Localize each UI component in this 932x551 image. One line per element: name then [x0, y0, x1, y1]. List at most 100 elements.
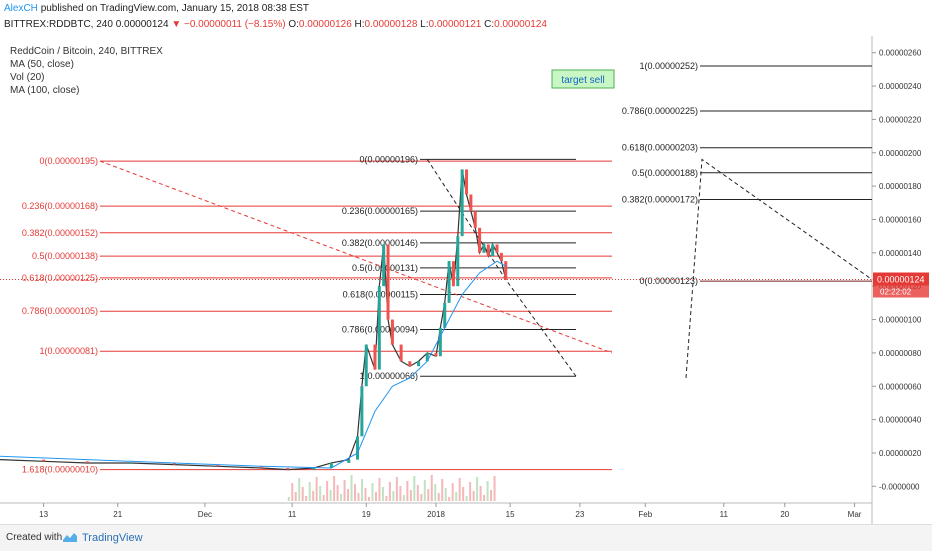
candle: [172, 462, 176, 465]
volume-bar: [430, 475, 433, 501]
red-trend-line: [99, 160, 613, 354]
volume-bar: [287, 497, 290, 501]
candle: [451, 261, 455, 287]
y-tick-label: 0.00000060: [879, 382, 922, 391]
high-value: 0.00000128: [364, 19, 418, 30]
candle: [465, 169, 469, 195]
candle: [312, 467, 316, 470]
candle: [399, 344, 403, 362]
volume-bar: [305, 496, 308, 501]
y-tick-label: 0.00000220: [879, 115, 922, 124]
x-tick-label: 2018: [427, 510, 445, 519]
fib-red-label: 0.382(0.00000152): [22, 228, 98, 238]
price-chart[interactable]: ReddCoin / Bitcoin, 240, BITTREX MA (50,…: [0, 36, 932, 524]
volume-bar: [378, 478, 381, 501]
fib-black-label: 0.236(0.00000165): [342, 206, 418, 216]
candle: [42, 459, 46, 462]
fib-black-label: 0(0.00000196): [359, 154, 418, 164]
fib-projection-label: 0.382(0.00000172): [622, 194, 698, 204]
candle: [364, 344, 368, 387]
fib-red-label: 0.236(0.00000168): [22, 201, 98, 211]
moving-average-line: [0, 260, 507, 469]
price-change: ▼ −0.00000011 (−8.15%): [171, 19, 286, 30]
open-value: 0.00000126: [298, 19, 352, 30]
author-link[interactable]: AlexCH: [4, 3, 38, 14]
volume-bar: [472, 491, 475, 501]
x-tick-label: 11: [288, 510, 297, 519]
volume-bar: [329, 490, 332, 501]
y-tick-label: -0.0000000: [879, 482, 920, 491]
volume-bar: [312, 491, 315, 501]
volume-bar: [402, 495, 405, 501]
volume-bar: [326, 481, 329, 501]
target-sell-text: target sell: [561, 75, 604, 86]
volume-bar: [434, 484, 437, 501]
x-tick-label: 11: [720, 510, 729, 519]
x-tick-label: 20: [780, 510, 789, 519]
x-tick-label: 15: [506, 510, 515, 519]
candle: [373, 344, 377, 370]
y-tick-label: 0.00000260: [879, 49, 922, 58]
legend-ma100: MA (100, close): [10, 85, 79, 96]
volume-bar: [385, 496, 388, 501]
volume-bar: [367, 497, 370, 501]
projection-trend-line: [685, 158, 873, 378]
y-tick-label: 0.00000140: [879, 249, 922, 258]
volume-bar: [371, 483, 374, 501]
close-label: C:: [484, 19, 495, 30]
created-with-text: Created with: [6, 532, 63, 543]
legend-ma50: MA (50, close): [10, 59, 74, 70]
candle: [473, 211, 477, 228]
volume-bar: [465, 496, 468, 501]
candle: [260, 466, 264, 468]
volume-bar: [423, 480, 426, 501]
y-tick-label: 0.00000040: [879, 416, 922, 425]
fib-projection-label: 0(0.00000123): [639, 276, 698, 286]
ohlc-line: BITTREX:RDDBTC, 240 0.00000124 ▼ −0.0000…: [4, 19, 547, 30]
volume-bar: [308, 482, 311, 501]
x-tick-label: Mar: [848, 510, 862, 519]
candle: [85, 461, 89, 463]
x-tick-label: 21: [113, 510, 122, 519]
candle: [356, 436, 360, 460]
candle: [443, 302, 447, 328]
candle: [478, 227, 482, 253]
candle: [286, 467, 290, 470]
publish-text: published on TradingView.com, January 15…: [40, 3, 310, 14]
last-price-marker: 0.00000124 02:22:02: [0, 272, 929, 298]
volume-bar: [319, 486, 322, 501]
candle: [216, 464, 220, 467]
candle: [495, 244, 499, 253]
high-label: H:: [354, 19, 365, 30]
volume-bar: [483, 495, 486, 501]
volume-bar: [416, 485, 419, 501]
volume-bar: [388, 482, 391, 501]
footer-bar: Created with TradingView: [0, 524, 932, 551]
candle: [482, 244, 486, 253]
volume-bar: [364, 488, 367, 501]
candle: [447, 261, 451, 303]
candle: [347, 459, 351, 463]
fib-projection-label: 1(0.00000252): [639, 61, 698, 71]
volume-bar: [291, 483, 294, 501]
volume-bar: [413, 476, 416, 501]
fib-projection-label: 0.786(0.00000225): [622, 106, 698, 116]
last-price: 0.00000124: [115, 19, 169, 30]
close-value: 0.00000124: [494, 19, 547, 30]
tradingview-brand-link[interactable]: TradingView: [82, 532, 143, 544]
volume-bar: [399, 486, 402, 501]
open-label: O:: [288, 19, 299, 30]
candle: [469, 194, 473, 212]
volume-bar: [479, 486, 482, 501]
low-value: 0.00000121: [428, 19, 482, 30]
volume-bar: [444, 488, 447, 501]
volume-bar: [333, 476, 336, 501]
fib-projection-label: 0.618(0.00000203): [622, 143, 698, 153]
volume-bar: [340, 494, 343, 501]
candle: [486, 244, 490, 257]
candle: [329, 462, 333, 468]
volume-bar: [361, 479, 364, 501]
candle: [460, 169, 464, 237]
volume-bars: [287, 475, 496, 501]
volume-bar: [462, 487, 465, 501]
